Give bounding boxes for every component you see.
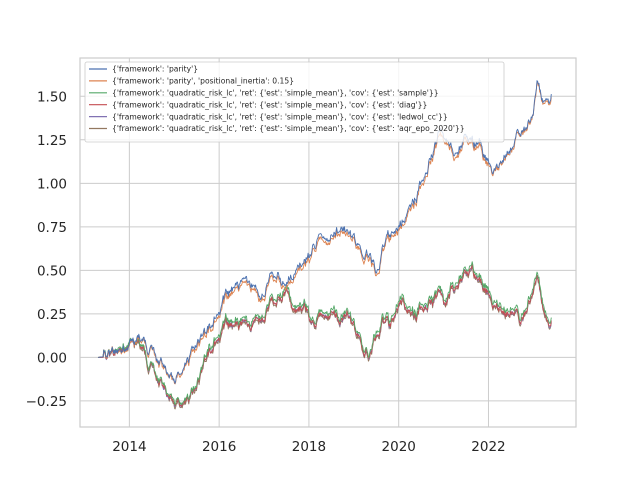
y-tick-label: −0.25 <box>26 394 67 410</box>
y-tick-label: 0.75 <box>37 220 67 236</box>
legend-entry-label: {'framework': 'parity', 'positional_iner… <box>112 77 294 86</box>
tick-labels: 2014 2016 2018 2020 2022 −0.25 0.00 0.25 0.50 0.7… <box>26 89 506 455</box>
legend-entry-label: {'framework': 'quadratic_risk_lc', 'ret'… <box>112 112 448 121</box>
legend-box <box>84 61 505 143</box>
y-tick-label: 0.00 <box>37 350 67 366</box>
legend-entry-label: {'framework': 'quadratic_risk_lc', 'ret'… <box>112 124 465 133</box>
series-layer <box>97 80 552 410</box>
legend: {'framework': 'parity'} {'framework': 'pa… <box>84 61 505 143</box>
x-tick-label: 2016 <box>202 439 236 455</box>
series-line <box>97 80 552 384</box>
series-line <box>98 264 552 407</box>
legend-entry-label: {'framework': 'parity'} <box>112 65 198 74</box>
plot-frame <box>79 57 577 428</box>
x-tick-label: 2020 <box>382 439 416 455</box>
series-line <box>98 265 552 410</box>
y-tick-label: 1.50 <box>37 89 67 105</box>
x-tick-label: 2018 <box>292 439 326 455</box>
legend-entry-label: {'framework': 'quadratic_risk_lc', 'ret'… <box>112 100 427 109</box>
x-tick-label: 2014 <box>112 439 146 455</box>
series-line <box>97 261 552 406</box>
y-tick-label: 0.50 <box>37 263 67 279</box>
y-tick-label: 1.25 <box>37 133 67 149</box>
x-tick-label: 2022 <box>471 439 505 455</box>
y-tick-label: 0.25 <box>37 307 67 323</box>
legend-entry-label: {'framework': 'quadratic_risk_lc', 'ret'… <box>112 89 439 98</box>
y-tick-label: 1.00 <box>37 176 67 192</box>
